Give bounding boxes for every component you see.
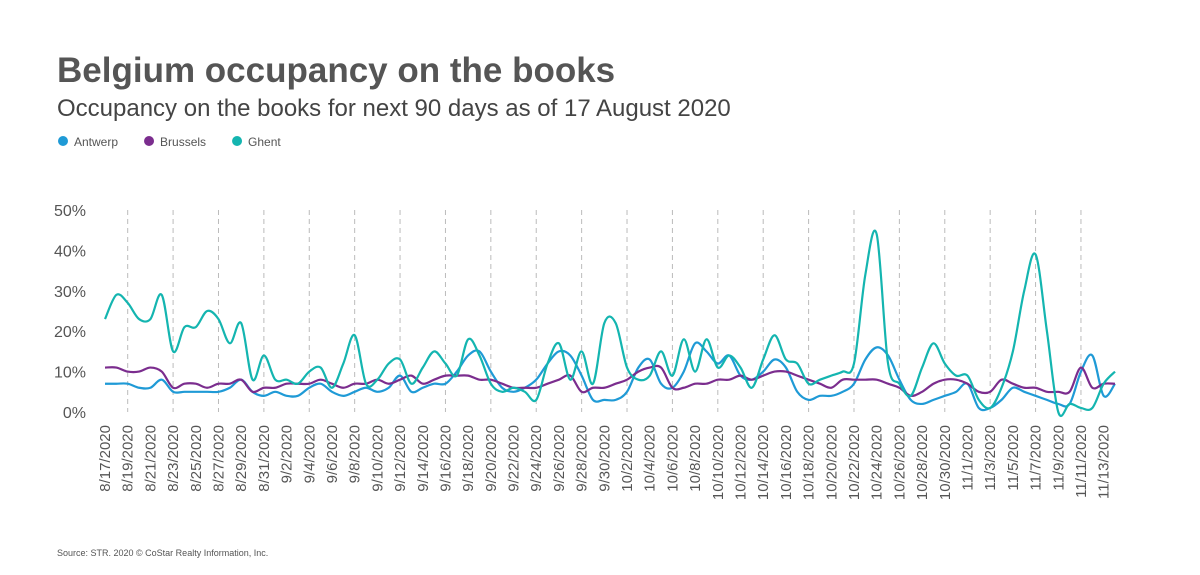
x-tick-label: 9/24/2020 xyxy=(528,425,545,492)
x-tick-label: 9/4/2020 xyxy=(301,425,318,483)
x-tick-label: 9/28/2020 xyxy=(574,425,591,492)
legend-marker xyxy=(144,136,155,146)
x-tick-label: 9/6/2020 xyxy=(324,425,341,483)
x-tick-label: 11/13/2020 xyxy=(1096,425,1113,499)
x-tick-label: 9/26/2020 xyxy=(551,425,568,492)
x-tick-label: 9/20/2020 xyxy=(483,425,500,492)
x-tick-label: 10/8/2020 xyxy=(687,425,704,492)
x-tick-label: 10/20/2020 xyxy=(823,425,840,500)
series-line xyxy=(103,229,1116,418)
x-tick-label: 11/3/2020 xyxy=(982,425,999,491)
x-tick-label: 10/14/2020 xyxy=(755,425,772,500)
x-tick-label: 9/8/2020 xyxy=(347,425,364,483)
x-tick-label: 10/28/2020 xyxy=(914,425,931,500)
chart-title: Belgium occupancy on the books xyxy=(57,51,615,90)
x-tick-label: 11/11/2020 xyxy=(1073,425,1090,498)
chart-subtitle: Occupancy on the books for next 90 days … xyxy=(57,95,731,122)
x-tick-label: 11/5/2020 xyxy=(1005,425,1022,491)
series-line xyxy=(104,364,1116,398)
x-tick-label: 10/30/2020 xyxy=(937,425,954,500)
x-tick-label: 8/25/2020 xyxy=(188,425,205,492)
x-tick-label: 8/21/2020 xyxy=(142,425,159,492)
x-tick-label: 11/1/2020 xyxy=(959,425,976,491)
x-tick-label: 10/16/2020 xyxy=(778,425,795,500)
x-tick-label: 9/2/2020 xyxy=(279,425,296,483)
legend-label: Brussels xyxy=(160,135,206,149)
x-tick-label: 10/12/2020 xyxy=(733,425,750,500)
x-tick-label: 9/22/2020 xyxy=(506,425,523,492)
y-tick-label: 0% xyxy=(63,405,86,422)
x-tick-label: 8/17/2020 xyxy=(97,425,114,492)
x-tick-label: 8/29/2020 xyxy=(233,425,250,492)
x-tick-label: 10/10/2020 xyxy=(710,425,727,500)
legend-label: Ghent xyxy=(248,135,281,149)
x-tick-label: 10/6/2020 xyxy=(664,425,681,492)
x-tick-label: 8/23/2020 xyxy=(165,425,182,492)
x-tick-label: 8/19/2020 xyxy=(120,425,137,492)
x-tick-label: 9/16/2020 xyxy=(437,425,454,492)
x-tick-label: 9/10/2020 xyxy=(369,425,386,492)
x-tick-label: 8/31/2020 xyxy=(256,425,273,492)
y-tick-label: 40% xyxy=(54,243,86,260)
x-tick-label: 11/9/2020 xyxy=(1050,425,1067,491)
legend-label: Antwerp xyxy=(74,135,118,149)
y-tick-label: 30% xyxy=(54,284,86,301)
x-tick-label: 10/24/2020 xyxy=(869,425,886,500)
x-tick-label: 8/27/2020 xyxy=(210,425,227,492)
x-tick-label: 10/4/2020 xyxy=(642,425,659,492)
series-line xyxy=(105,341,1116,412)
x-tick-label: 9/14/2020 xyxy=(415,425,432,492)
source-note: Source: STR. 2020 © CoStar Realty Inform… xyxy=(57,548,268,558)
x-tick-label: 9/30/2020 xyxy=(596,425,613,492)
y-tick-label: 50% xyxy=(54,203,86,220)
x-tick-label: 11/7/2020 xyxy=(1028,425,1045,491)
legend-marker xyxy=(232,136,243,146)
x-tick-label: 10/26/2020 xyxy=(891,425,908,500)
y-tick-label: 20% xyxy=(54,324,86,341)
x-tick-label: 10/22/2020 xyxy=(846,425,863,500)
x-tick-label: 9/18/2020 xyxy=(460,425,477,492)
x-tick-label: 10/2/2020 xyxy=(619,425,636,492)
legend-marker xyxy=(58,136,68,146)
x-tick-label: 10/18/2020 xyxy=(801,425,818,500)
y-tick-label: 10% xyxy=(54,365,86,382)
x-tick-label: 9/12/2020 xyxy=(392,425,409,492)
